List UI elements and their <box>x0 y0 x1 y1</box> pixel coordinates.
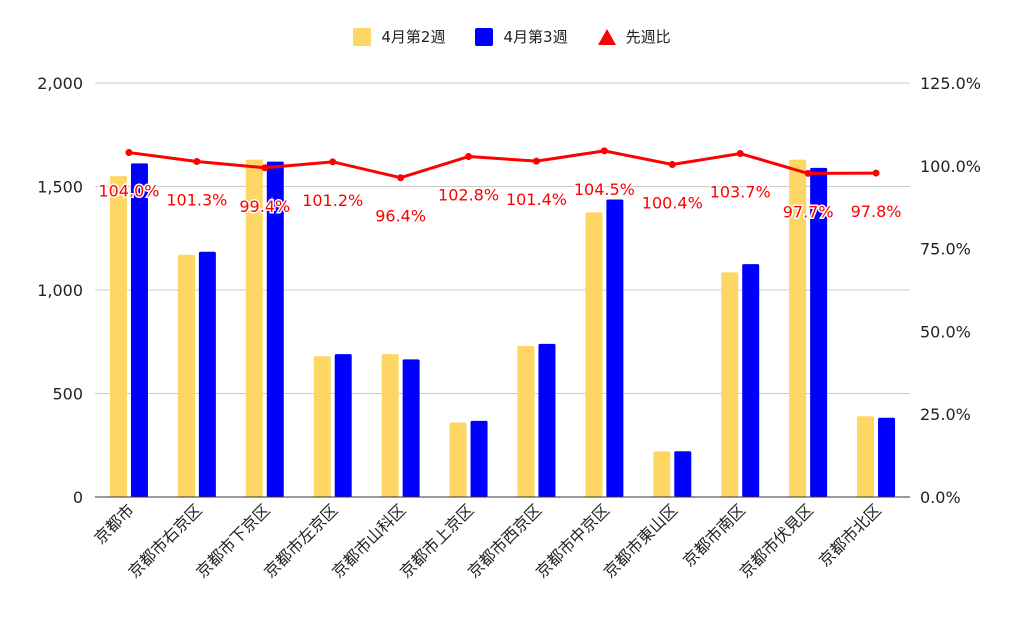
bar-week3 <box>266 161 284 497</box>
bar-week3 <box>334 354 352 497</box>
x-tick-label: 京都市南区 <box>679 500 749 570</box>
data-labels: 104.0% 101.3% 99.4% 101.2% 96.4% 102.8% 101.4%… <box>97 178 903 227</box>
legend-swatch-week3 <box>475 27 494 46</box>
bar-week2 <box>585 212 603 497</box>
ratio-point <box>261 164 269 172</box>
x-tick-label: 京都市伏見区 <box>736 500 817 581</box>
ratio-point <box>872 169 880 177</box>
ratio-point <box>465 153 473 161</box>
y-left-tick-label: 2,000 <box>37 74 83 93</box>
bar-week3 <box>198 251 216 497</box>
ratio-point <box>125 149 133 157</box>
ratio-data-label: 104.0% <box>98 182 159 201</box>
ratio-data-label: 102.8% <box>438 186 499 205</box>
y-left-tick-label: 1,000 <box>37 281 83 300</box>
bar-week2 <box>789 159 807 497</box>
chart-legend: 4月第2週 4月第3週 先週比 <box>0 26 1024 47</box>
ratio-point <box>397 174 405 182</box>
y-right-tick-label: 100.0% <box>920 157 981 176</box>
legend-item-week2: 4月第2週 <box>353 26 445 47</box>
legend-item-ratio: 先週比 <box>597 26 671 47</box>
bar-week2 <box>857 416 875 497</box>
bar-week2 <box>313 356 331 497</box>
y-right-tick-label: 75.0% <box>920 240 971 259</box>
x-tick-label: 京都市東山区 <box>600 500 681 581</box>
bar-week2 <box>517 345 535 497</box>
bar-week3 <box>742 264 760 497</box>
legend-label-ratio: 先週比 <box>625 28 671 46</box>
bar-week3 <box>538 343 556 497</box>
ratio-line-path <box>128 149 877 180</box>
bar-week3 <box>810 167 828 497</box>
ratio-point <box>329 158 337 166</box>
ratio-point <box>804 169 812 177</box>
legend-triangle-icon <box>597 28 616 45</box>
bar-week2 <box>653 451 671 497</box>
ratio-data-label: 97.8% <box>851 202 902 221</box>
ratio-data-label: 99.4% <box>239 197 290 216</box>
gridlines <box>95 82 910 394</box>
y-right-tick-label: 125.0% <box>920 74 981 93</box>
ratio-point <box>532 157 540 165</box>
bars <box>109 159 896 498</box>
bar-week3 <box>878 417 896 497</box>
y-left-tick-label: 0 <box>73 488 83 507</box>
y-left-tick-label: 1,500 <box>37 178 83 197</box>
bar-week3 <box>130 163 148 498</box>
bar-week2 <box>245 159 263 497</box>
bar-week2 <box>721 272 739 497</box>
bar-week3 <box>402 359 420 497</box>
y-left-tick-label: 500 <box>52 385 83 404</box>
ratio-data-label: 103.7% <box>710 183 771 202</box>
legend-swatch-week2 <box>353 27 372 46</box>
ratio-data-label: 101.3% <box>166 190 227 209</box>
bar-week2 <box>381 354 399 497</box>
ratio-data-label: 100.4% <box>642 193 703 212</box>
x-tick-label: 京都市北区 <box>815 500 885 570</box>
legend-item-week3: 4月第3週 <box>475 26 568 47</box>
x-tick-label: 京都市 <box>90 500 137 547</box>
y-right-tick-label: 25.0% <box>920 405 971 424</box>
ratio-point <box>668 160 676 168</box>
legend-label-week2: 4月第2週 <box>381 28 446 46</box>
y-right-tick-label: 0.0% <box>920 488 961 507</box>
ratio-data-label: 101.4% <box>506 190 567 209</box>
ratio-point <box>193 157 201 165</box>
ratio-data-label: 97.7% <box>783 202 834 221</box>
bar-week2 <box>177 254 195 497</box>
bar-week2 <box>109 176 127 497</box>
ratio-data-label: 104.5% <box>574 180 635 199</box>
y-right-tick-label: 50.0% <box>920 322 971 341</box>
ratio-line <box>125 147 880 182</box>
ratio-point <box>736 150 744 158</box>
bar-week2 <box>449 422 467 497</box>
ratio-point <box>600 147 608 155</box>
ratio-data-label: 96.4% <box>375 207 426 226</box>
bar-week3 <box>470 420 488 497</box>
bar-week3 <box>674 451 692 497</box>
legend-label-week3: 4月第3週 <box>503 28 568 46</box>
ratio-data-label: 101.2% <box>302 191 363 210</box>
bar-week3 <box>606 199 624 497</box>
